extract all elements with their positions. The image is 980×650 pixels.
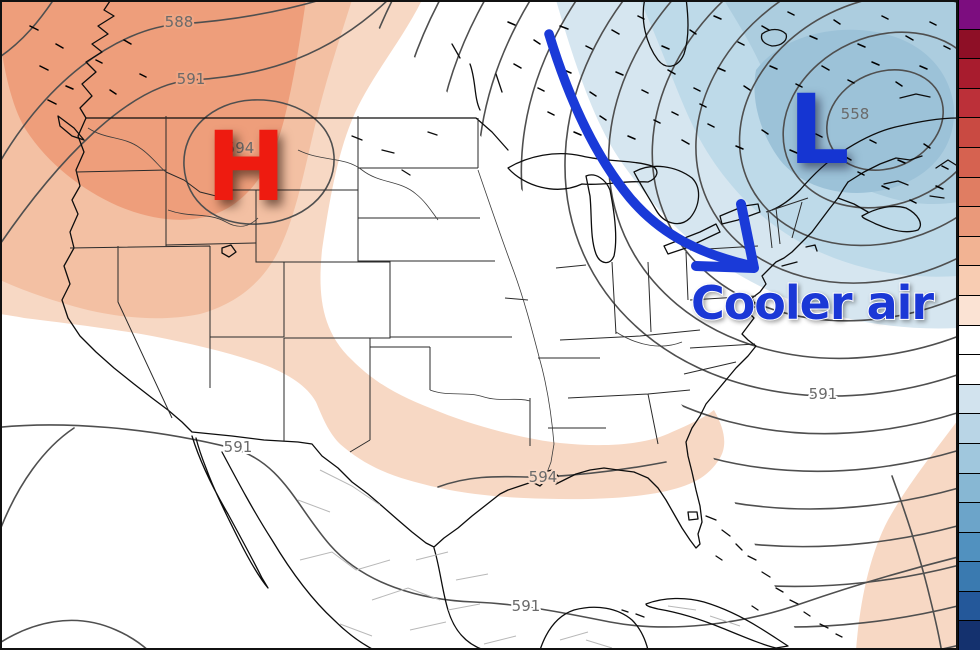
james-bay [642,0,788,67]
cooler-air-label: Cooler air [691,276,934,330]
map-frame [0,0,958,650]
colorbar-cell [959,235,980,266]
colorbar-cell [959,146,980,177]
colorbar-cell [959,58,980,88]
contour-label-591-sw: 591 [224,438,253,456]
colorbar-cell [959,590,980,621]
contour-label-591-south: 591 [512,597,541,615]
us-coast-and-borders [61,0,849,549]
colorbar-cell [959,28,980,59]
colorbar-cell [959,265,980,295]
coastal-details [687,244,818,521]
cuba-and-islands [621,597,789,649]
low-pressure-symbol: L [788,74,849,186]
contour-label-591-east: 591 [809,385,838,403]
cooler-air-arrowhead-icon [691,199,759,273]
st-lawrence-and-maritimes [771,93,958,233]
colorbar-cell [959,294,980,325]
rivers [87,127,683,471]
canada-border [85,117,509,151]
contour-label-588: 588 [165,13,194,31]
colorbar-cell [959,472,980,503]
vancouver-island [57,115,85,141]
bahamas [705,515,843,638]
great-lakes [507,153,761,264]
warm-anomaly-core [0,0,306,220]
colorbar-cell [959,176,980,207]
salt-lake-and-prairie-lakes [221,43,503,258]
geography [29,0,958,650]
colorbar [958,0,980,650]
cooler-air-arrow [544,29,753,270]
colorbar-cell [959,413,980,443]
colorbar-cell [959,561,980,591]
colorbar-cell [959,502,980,532]
colorbar-cell [959,354,980,384]
colorbar-cell [959,383,980,414]
canadian-shield-lakes [29,11,951,204]
colorbar-cell [959,206,980,236]
contour-label-558: 558 [841,105,870,123]
colorbar-cell [959,0,980,29]
warm-anomaly-southeast [856,420,958,650]
annotation-layer: H L Cooler air [206,29,936,331]
colorbar-cell [959,442,980,473]
contour-label-594-gulf: 594 [529,468,558,486]
colorbar-cell [959,324,980,355]
baja-and-mexico-coast [191,435,649,650]
map-canvas: 588 591 594 591 594 591 558 591 H L Cool… [0,0,958,650]
colorbar-cell [959,117,980,147]
colorbar-cell [959,620,980,650]
colorbar-cell [959,531,980,562]
contour-label-591-nw: 591 [177,70,206,88]
state-borders [69,116,809,453]
contour-label-594-ridge: 594 [226,139,255,157]
high-pressure-symbol: H [206,111,286,223]
mexico-state-borders [297,469,741,649]
contour-labels: 588 591 594 591 594 591 558 591 [163,11,872,617]
colorbar-cell [959,87,980,118]
